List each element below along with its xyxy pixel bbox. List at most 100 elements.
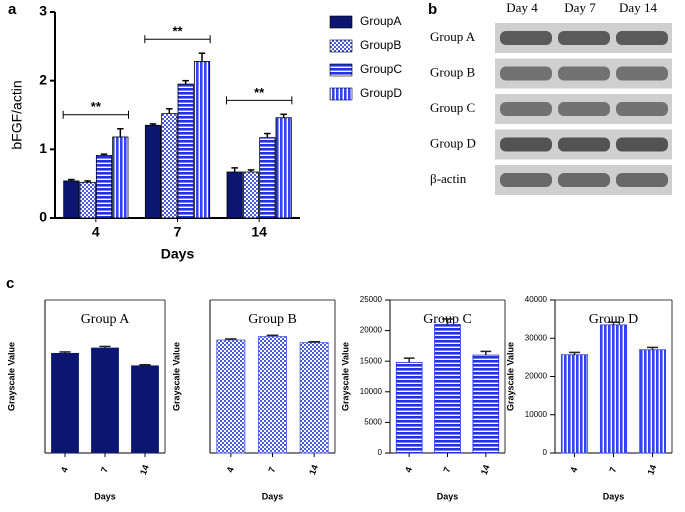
y-tick-label: 40000	[525, 295, 548, 304]
bar	[177, 83, 194, 219]
error-bar	[569, 351, 580, 355]
blot-band	[616, 173, 668, 187]
blot-band	[500, 66, 552, 81]
blot-band	[500, 173, 552, 187]
error-bar	[608, 321, 619, 325]
blot-column-label: Day 14	[619, 0, 657, 15]
y-tick-label: 0	[39, 209, 47, 225]
y-tick-label: 5000	[364, 418, 382, 427]
legend-swatch	[329, 15, 353, 29]
bar	[112, 136, 129, 219]
error-bar	[182, 79, 189, 85]
error-bar	[266, 334, 279, 337]
y-axis-label: Grayscale Value	[505, 342, 515, 411]
blot-band	[558, 137, 610, 152]
error-bar	[247, 169, 255, 172]
blot-row-label: Group B	[430, 64, 475, 79]
bar	[434, 324, 461, 454]
bar	[242, 171, 260, 219]
bar	[216, 339, 246, 454]
bar	[638, 349, 667, 454]
bar	[226, 171, 243, 219]
panel-label: c	[6, 275, 14, 292]
significance: **	[254, 85, 265, 100]
chart-title: Group A	[81, 312, 131, 327]
y-axis-label: Grayscale Value	[340, 342, 350, 411]
significance: **	[91, 99, 102, 114]
blot-band	[558, 173, 610, 187]
y-tick-label: 1	[39, 140, 47, 156]
error-bar	[84, 180, 91, 183]
blot-band	[616, 137, 668, 152]
x-tick-label: 4	[403, 466, 414, 474]
error-bar	[442, 318, 453, 325]
legend-swatch	[329, 87, 353, 101]
error-bar	[308, 340, 320, 343]
y-tick-label: 30000	[525, 333, 548, 342]
x-tick-label: 7	[441, 466, 452, 474]
error-bar	[280, 113, 287, 118]
bar	[91, 347, 119, 454]
x-tick-label: 14	[479, 463, 492, 476]
bar	[131, 365, 159, 454]
blot-band	[558, 66, 610, 81]
legend-label: GroupD	[360, 86, 402, 100]
bar	[560, 354, 589, 454]
y-tick-label: 25000	[360, 295, 383, 304]
panel-label: a	[8, 1, 17, 18]
bar	[275, 117, 292, 219]
blot-band	[500, 137, 552, 152]
x-tick-label: 7	[174, 224, 182, 240]
chart-title: Group B	[248, 312, 297, 327]
blot-row-label: Group A	[430, 29, 476, 44]
x-axis-label: Days	[161, 246, 195, 262]
bar	[161, 113, 178, 219]
y-tick-label: 0	[378, 448, 383, 457]
legend-label: GroupA	[360, 14, 401, 28]
error-bar	[100, 153, 108, 156]
bar	[51, 352, 79, 454]
error-bar	[231, 167, 238, 172]
x-axis-label: Days	[94, 491, 116, 501]
bar	[193, 61, 211, 219]
error-bar	[99, 345, 111, 349]
blot-column-label: Day 4	[506, 0, 538, 15]
error-bar	[139, 364, 151, 366]
bar	[63, 180, 80, 219]
y-tick-label: 15000	[360, 356, 383, 365]
blot-band	[558, 31, 610, 45]
error-bar	[480, 350, 492, 356]
x-tick-label: 14	[138, 463, 151, 476]
x-tick-label: 7	[99, 466, 110, 474]
y-tick-label: 10000	[525, 410, 548, 419]
error-bar	[117, 127, 124, 137]
blot-band	[558, 102, 610, 116]
bar	[299, 342, 329, 454]
y-tick-label: 20000	[525, 372, 548, 381]
y-tick-label: 10000	[360, 387, 383, 396]
error-bar	[647, 346, 658, 350]
chart-title: Group D	[589, 312, 638, 327]
blot-column-label: Day 7	[564, 0, 596, 15]
significance: **	[172, 24, 183, 39]
blot-row-label: β-actin	[430, 171, 467, 186]
blot-band	[500, 31, 552, 45]
y-tick-label: 0	[543, 448, 548, 457]
y-axis-label: Grayscale Value	[171, 342, 181, 411]
error-bar	[59, 351, 71, 354]
bar	[599, 324, 628, 454]
x-tick-label: 4	[225, 466, 236, 474]
error-bar	[403, 357, 415, 363]
x-tick-label: 14	[251, 224, 267, 240]
error-bar	[149, 123, 157, 126]
bar	[395, 362, 423, 454]
bar	[472, 354, 500, 454]
x-tick-label: 4	[59, 466, 70, 474]
y-tick-label: 2	[39, 71, 47, 87]
error-bar	[166, 108, 173, 114]
bar	[259, 137, 276, 219]
panel-label: b	[428, 1, 437, 18]
x-tick-label: 7	[266, 466, 277, 474]
